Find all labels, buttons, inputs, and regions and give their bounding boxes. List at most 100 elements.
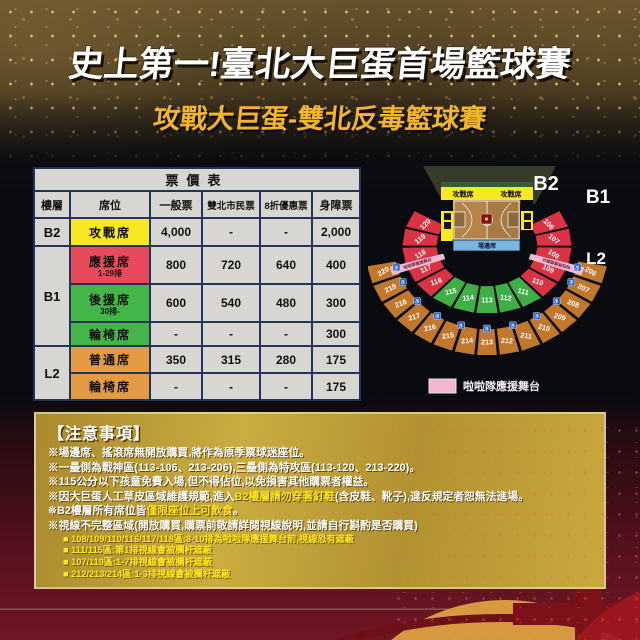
seat-row-range: 30排- [100,306,120,316]
column-header: 一般票 [149,190,203,219]
price-cell: 2,000 [310,217,362,247]
seat-type-label: 攻戰席 [88,225,131,240]
price-cell: 400 [310,245,362,285]
price-cell: 640 [259,245,313,285]
courtside-seat-strip [452,239,521,252]
outer-seat-section [555,289,592,320]
wheelchair-glyph: ♿ [553,298,560,305]
column-header: 雙北市民票 [201,190,261,219]
outer-seat-section [543,301,578,334]
price-cell: 480 [259,283,313,323]
attack-seat-band [441,187,533,200]
outer-section-number: 208 [566,297,580,310]
cheer-stage-strip [528,253,585,276]
wheelchair-icon [509,321,517,330]
corner-block [441,200,453,211]
three-point-arc [461,202,473,238]
cheer-stage-strip [389,253,446,276]
court-top-green-strip [441,182,533,187]
table-row: L2 普通席 350 315 280 175 [33,345,362,401]
price-cell: 175 [310,345,362,374]
notice-text: ※115公分以下孩童免費入場,但不得佔位,以免損害其他購票者權益。 [48,476,375,489]
side-strip-block [444,213,451,220]
bullet-text: 111/115區:第1排視線會被欄杆遮蔽 [71,545,213,556]
price-cell: 540 [201,283,261,323]
notice-text: 。 [232,505,244,518]
corner-block-yellow [441,230,453,241]
outer-section-number: 216 [423,322,437,333]
price-cell: - [149,321,203,347]
wheelchair-icon [413,297,422,305]
table-row: 輪椅席 - - -175 [34,372,362,401]
inner-seat-section [494,282,522,314]
side-strip-block [524,222,531,229]
inner-section-number: 110 [531,275,545,287]
notice-bullet: ■ 108/109/110/116/117/118區:8-10排為啦啦隊應援舞台… [63,534,594,546]
notice-title: 【注意事項】 [48,426,151,443]
table-row: B2 攻戰席 4,000- -2,000 [33,217,362,247]
inner-section-number: 114 [462,293,475,303]
wheelchair-icon [567,278,575,286]
wheelchair-icon [399,278,407,286]
bullet-marker: ■ [63,533,72,544]
outer-section-number: 213 [481,338,493,347]
page-subtitle: 攻戰大巨蛋-雙北反毒籃球賽 [151,104,488,134]
price-cell: 800 [149,245,203,285]
column-header: 身障票 [310,190,362,219]
seat-type-cell: 後援席 30排- [69,283,151,323]
bullet-marker: ■ [63,557,72,568]
outer-section-number: 218 [394,297,408,310]
notice-box: 【注意事項】 ※場邊席、搖滾席無開放購買,將作為原季票球迷座位。 ※一壘側為戰神區… [34,412,606,589]
seat-type-label: 輪椅席 [88,327,131,342]
wheelchair-glyph: ♿ [434,313,441,320]
wheelchair-glyph: ♿ [400,279,407,286]
outer-section-number: 211 [520,330,533,341]
notice-highlight: 僅限座位上可飲食 [146,505,233,518]
red-basketball-graphic [575,591,640,640]
side-strip-block [524,213,531,220]
inner-seat-section [415,267,455,298]
price-cell: - [149,372,203,401]
price-cell: 280 [259,345,313,374]
column-header: 席位 [69,190,151,219]
price-cell: - [259,321,313,347]
bullet-marker: ■ [63,545,72,556]
key-right [507,211,520,228]
outer-section-number: 217 [407,311,421,323]
outer-seat-section [432,319,462,352]
three-point-arc [500,202,512,238]
wheelchair-icon [392,263,401,272]
center-logo-dot [484,217,489,221]
floor-cell: B2 [33,217,71,247]
bullet-text: 108/109/110/116/117/118區:8-10排為啦啦隊應援舞台前,… [71,533,355,544]
wheelchair-glyph: ♿ [458,322,465,329]
inner-seat-section [401,227,440,247]
inner-seat-section [404,210,445,236]
price-cell: 600 [149,283,203,323]
notice-line: ※場邊席、搖滾席無開放購買,將作為原季票球迷座位。 [48,446,594,461]
notice-line: ※視線不完整區域(開放購買,購票前敬請詳閱視線說明,並請自行斟酌是否購買) [48,519,594,534]
bullet-text: 107/119區:1-7排視線會被欄杆遮蔽 [71,557,213,568]
price-cell: - [259,217,313,247]
seat-type-cell: 輪椅席 [69,321,151,347]
price-cell: 315 [201,345,261,374]
outer-seat-section [396,301,431,334]
price-cell: 300 [310,321,362,347]
notice-bullet: ■ 107/119區:1-7排視線會被欄杆遮蔽 [63,557,594,569]
notice-text: (含皮鞋、靴子),違反規定者恕無法進場。 [334,490,530,503]
inner-section-number: 116 [429,275,443,287]
seat-type-label: 應援席 [88,254,131,269]
seat-type-label: 後援席 [88,292,131,307]
column-header: 樓層 [33,190,71,219]
inner-seat-section [507,276,543,309]
price-cell: - [201,321,261,347]
price-cell: - [259,372,313,401]
inner-seat-section [431,276,467,309]
seat-row-range: 1-29排 [97,268,122,278]
wheelchair-icon [483,324,491,333]
notice-bullet: ■ 111/115區:第1排視線會被欄杆遮蔽 [63,545,594,557]
bullet-text: 212/213/214區:1-3排視線會被欄杆遮蔽 [71,569,231,580]
wheelchair-glyph: ♿ [533,313,540,320]
table-row: B1 應援席 1-29排 800 720 640 400 [33,245,362,347]
